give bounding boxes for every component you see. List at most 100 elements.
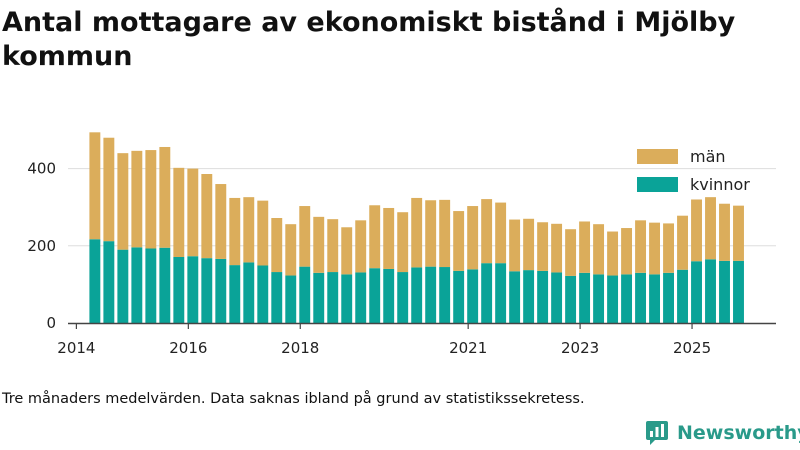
bar-kvinnor xyxy=(215,258,227,323)
x-tick-label: 2023 xyxy=(561,339,599,357)
bar-kvinnor xyxy=(607,275,619,323)
bar-man xyxy=(439,199,451,268)
bar-man xyxy=(551,223,563,273)
bar-kvinnor xyxy=(467,269,479,323)
bars xyxy=(89,132,744,323)
bar-kvinnor xyxy=(593,274,605,323)
bar-kvinnor xyxy=(243,262,255,323)
bar-man xyxy=(719,203,730,261)
bar-man xyxy=(509,219,521,272)
bar-kvinnor xyxy=(341,274,353,323)
bar-man xyxy=(397,212,409,273)
bar-kvinnor xyxy=(369,268,381,323)
bar-kvinnor xyxy=(663,272,674,323)
bar-kvinnor xyxy=(229,265,241,323)
bar-man xyxy=(649,222,661,275)
y-tick-label: 0 xyxy=(46,314,56,332)
bar-man xyxy=(89,132,101,240)
bar-kvinnor xyxy=(383,268,395,323)
bar-man xyxy=(117,153,129,250)
x-tick-label: 2018 xyxy=(281,339,319,357)
bar-man xyxy=(537,222,549,271)
x-tick-label: 2016 xyxy=(169,339,207,357)
bar-man xyxy=(565,229,577,276)
legend-swatch xyxy=(637,177,678,192)
bar-kvinnor xyxy=(509,271,521,323)
bar-man xyxy=(635,220,647,273)
bar-kvinnor xyxy=(299,266,311,323)
bar-kvinnor xyxy=(719,260,730,323)
bar-man xyxy=(467,206,479,270)
bar-kvinnor xyxy=(425,266,437,323)
bar-kvinnor xyxy=(523,270,535,323)
bar-man xyxy=(145,150,157,249)
bar-man xyxy=(159,146,171,248)
bar-kvinnor xyxy=(145,248,157,323)
bar-kvinnor xyxy=(173,256,185,323)
bar-man xyxy=(257,200,269,266)
bar-kvinnor xyxy=(117,249,129,323)
bar-kvinnor xyxy=(621,274,633,323)
bar-man xyxy=(495,202,507,264)
bar-kvinnor xyxy=(285,275,297,323)
bar-man xyxy=(131,150,143,248)
legend: män kvinnor xyxy=(637,147,750,194)
bar-kvinnor xyxy=(257,265,269,323)
bar-man xyxy=(201,174,213,259)
bar-kvinnor xyxy=(495,263,507,323)
bar-man xyxy=(355,220,367,273)
bar-kvinnor xyxy=(397,272,409,323)
bar-kvinnor xyxy=(89,239,101,323)
bar-man xyxy=(187,168,199,257)
bar-man xyxy=(271,218,283,273)
bar-kvinnor xyxy=(131,247,143,323)
bar-kvinnor xyxy=(565,275,577,323)
brand-logo[interactable]: Newsworthy xyxy=(645,420,800,446)
bar-man xyxy=(411,197,423,268)
bar-man xyxy=(173,167,185,257)
bar-man xyxy=(579,221,591,273)
bar-kvinnor xyxy=(705,259,716,323)
chart-title: Antal mottagare av ekonomiskt bistånd i … xyxy=(2,7,736,72)
bar-man xyxy=(733,205,744,261)
bar-man xyxy=(677,215,688,270)
bar-kvinnor xyxy=(201,258,213,323)
bar-man xyxy=(663,223,674,273)
bar-kvinnor xyxy=(187,256,199,323)
axes: 0 200 400 2014 2016 2018 2021 2023 2025 xyxy=(27,160,776,357)
bar-kvinnor xyxy=(635,272,647,323)
bar-kvinnor xyxy=(453,270,465,323)
bar-man xyxy=(341,227,353,275)
bar-kvinnor xyxy=(677,269,688,323)
x-tick-label: 2025 xyxy=(673,339,711,357)
bar-kvinnor xyxy=(733,260,744,323)
bar-kvinnor xyxy=(327,272,339,323)
newsworthy-logo-icon xyxy=(646,421,668,445)
x-tick-label: 2014 xyxy=(57,339,95,357)
bar-kvinnor xyxy=(537,270,549,323)
bar-man xyxy=(103,137,115,242)
bar-kvinnor xyxy=(551,272,563,323)
bar-man xyxy=(313,216,325,273)
bar-kvinnor xyxy=(481,263,493,323)
bar-man xyxy=(705,197,716,260)
legend-label: kvinnor xyxy=(690,175,750,194)
bar-kvinnor xyxy=(579,272,591,323)
bar-man xyxy=(621,228,633,275)
y-tick-label: 400 xyxy=(27,160,56,178)
bar-man xyxy=(523,218,535,271)
bar-man xyxy=(299,206,311,267)
bar-kvinnor xyxy=(159,247,171,323)
bar-man xyxy=(593,224,605,275)
bar-kvinnor xyxy=(355,272,367,323)
bar-man xyxy=(425,200,437,267)
bar-man xyxy=(383,207,395,269)
bar-kvinnor xyxy=(411,267,423,323)
bar-kvinnor xyxy=(271,272,283,323)
bar-man xyxy=(453,211,465,271)
footnote: Tre månaders medelvärden. Data saknas ib… xyxy=(2,391,585,407)
bar-man xyxy=(327,219,339,273)
bar-man xyxy=(691,199,702,262)
bar-man xyxy=(229,197,241,266)
